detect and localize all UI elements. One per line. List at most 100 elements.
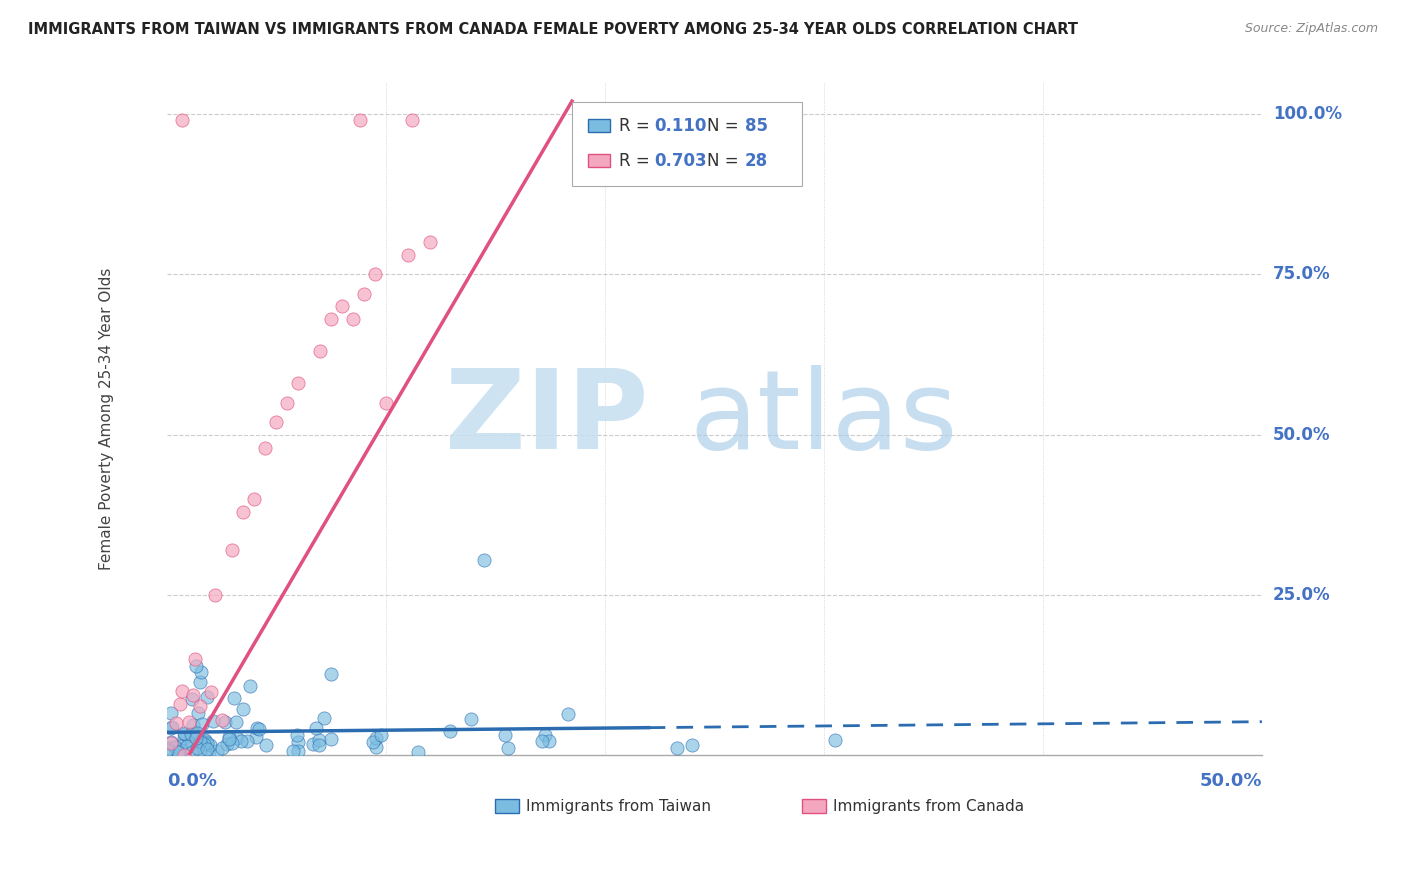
- Point: [177, 714, 200, 729]
- Point: [401, 113, 423, 128]
- Point: [330, 300, 353, 314]
- Point: [160, 736, 183, 750]
- Text: 28: 28: [745, 152, 768, 169]
- Point: [319, 312, 342, 326]
- Point: [184, 652, 207, 666]
- Point: [221, 543, 243, 558]
- Point: [180, 691, 202, 706]
- Point: [187, 706, 209, 720]
- Point: [495, 728, 517, 742]
- Point: [419, 235, 441, 250]
- Point: [202, 714, 225, 729]
- FancyBboxPatch shape: [588, 154, 610, 168]
- FancyBboxPatch shape: [495, 798, 519, 814]
- Point: [181, 736, 204, 750]
- Point: [534, 728, 557, 742]
- Point: [287, 734, 309, 748]
- Point: [193, 737, 215, 751]
- Point: [211, 740, 233, 755]
- Point: [217, 737, 239, 751]
- Point: [191, 717, 214, 731]
- Point: [232, 505, 254, 519]
- Point: [319, 731, 342, 746]
- Point: [666, 740, 689, 755]
- Point: [169, 697, 191, 711]
- Point: [188, 698, 211, 713]
- Point: [157, 740, 180, 755]
- Point: [197, 690, 219, 704]
- Point: [204, 588, 226, 602]
- Point: [224, 691, 246, 706]
- Point: [165, 716, 187, 731]
- Point: [474, 553, 496, 567]
- Point: [190, 733, 212, 747]
- Point: [302, 738, 325, 752]
- Point: [156, 743, 179, 757]
- Point: [374, 395, 396, 409]
- Point: [172, 113, 194, 128]
- Text: 85: 85: [745, 117, 768, 135]
- Text: ZIP: ZIP: [446, 365, 648, 472]
- Point: [537, 734, 560, 748]
- FancyBboxPatch shape: [801, 798, 827, 814]
- Point: [190, 665, 212, 679]
- Point: [287, 744, 309, 758]
- Point: [160, 720, 183, 734]
- Point: [195, 736, 218, 750]
- FancyBboxPatch shape: [588, 119, 610, 132]
- Point: [169, 739, 191, 753]
- Point: [173, 725, 195, 739]
- Point: [309, 344, 332, 359]
- Point: [460, 712, 482, 726]
- Point: [160, 735, 183, 749]
- Point: [173, 748, 195, 763]
- Point: [266, 415, 288, 429]
- FancyBboxPatch shape: [572, 102, 801, 186]
- Text: R =: R =: [619, 152, 655, 169]
- Point: [163, 740, 186, 755]
- Point: [364, 268, 387, 282]
- Point: [530, 734, 553, 748]
- Point: [174, 727, 197, 741]
- Point: [681, 739, 703, 753]
- Point: [226, 731, 249, 745]
- Point: [172, 684, 194, 698]
- Point: [188, 744, 211, 758]
- Text: 0.110: 0.110: [654, 117, 706, 135]
- Point: [366, 731, 388, 745]
- Point: [205, 744, 228, 758]
- Point: [195, 742, 218, 756]
- Point: [214, 714, 236, 729]
- Point: [225, 715, 247, 730]
- Text: 50.0%: 50.0%: [1272, 425, 1330, 443]
- Point: [232, 702, 254, 716]
- Point: [159, 721, 181, 735]
- Point: [221, 736, 243, 750]
- Point: [245, 721, 267, 735]
- Text: 50.0%: 50.0%: [1199, 772, 1263, 789]
- Point: [439, 724, 461, 739]
- Point: [218, 731, 240, 746]
- Text: Immigrants from Taiwan: Immigrants from Taiwan: [526, 798, 711, 814]
- Point: [285, 728, 308, 742]
- Text: 100.0%: 100.0%: [1272, 105, 1341, 123]
- Point: [342, 312, 364, 326]
- Point: [557, 706, 579, 721]
- Point: [181, 688, 204, 702]
- Point: [200, 738, 222, 752]
- Text: Immigrants from Canada: Immigrants from Canada: [832, 798, 1024, 814]
- Point: [200, 685, 222, 699]
- Point: [319, 667, 342, 681]
- Point: [229, 734, 252, 748]
- Point: [349, 113, 371, 128]
- Point: [180, 727, 202, 741]
- Point: [184, 731, 207, 745]
- Point: [169, 745, 191, 759]
- Point: [186, 726, 208, 740]
- Point: [308, 738, 330, 752]
- Point: [181, 745, 204, 759]
- Point: [361, 735, 384, 749]
- Text: IMMIGRANTS FROM TAIWAN VS IMMIGRANTS FROM CANADA FEMALE POVERTY AMONG 25-34 YEAR: IMMIGRANTS FROM TAIWAN VS IMMIGRANTS FRO…: [28, 22, 1078, 37]
- Point: [186, 741, 208, 756]
- Text: N =: N =: [707, 152, 744, 169]
